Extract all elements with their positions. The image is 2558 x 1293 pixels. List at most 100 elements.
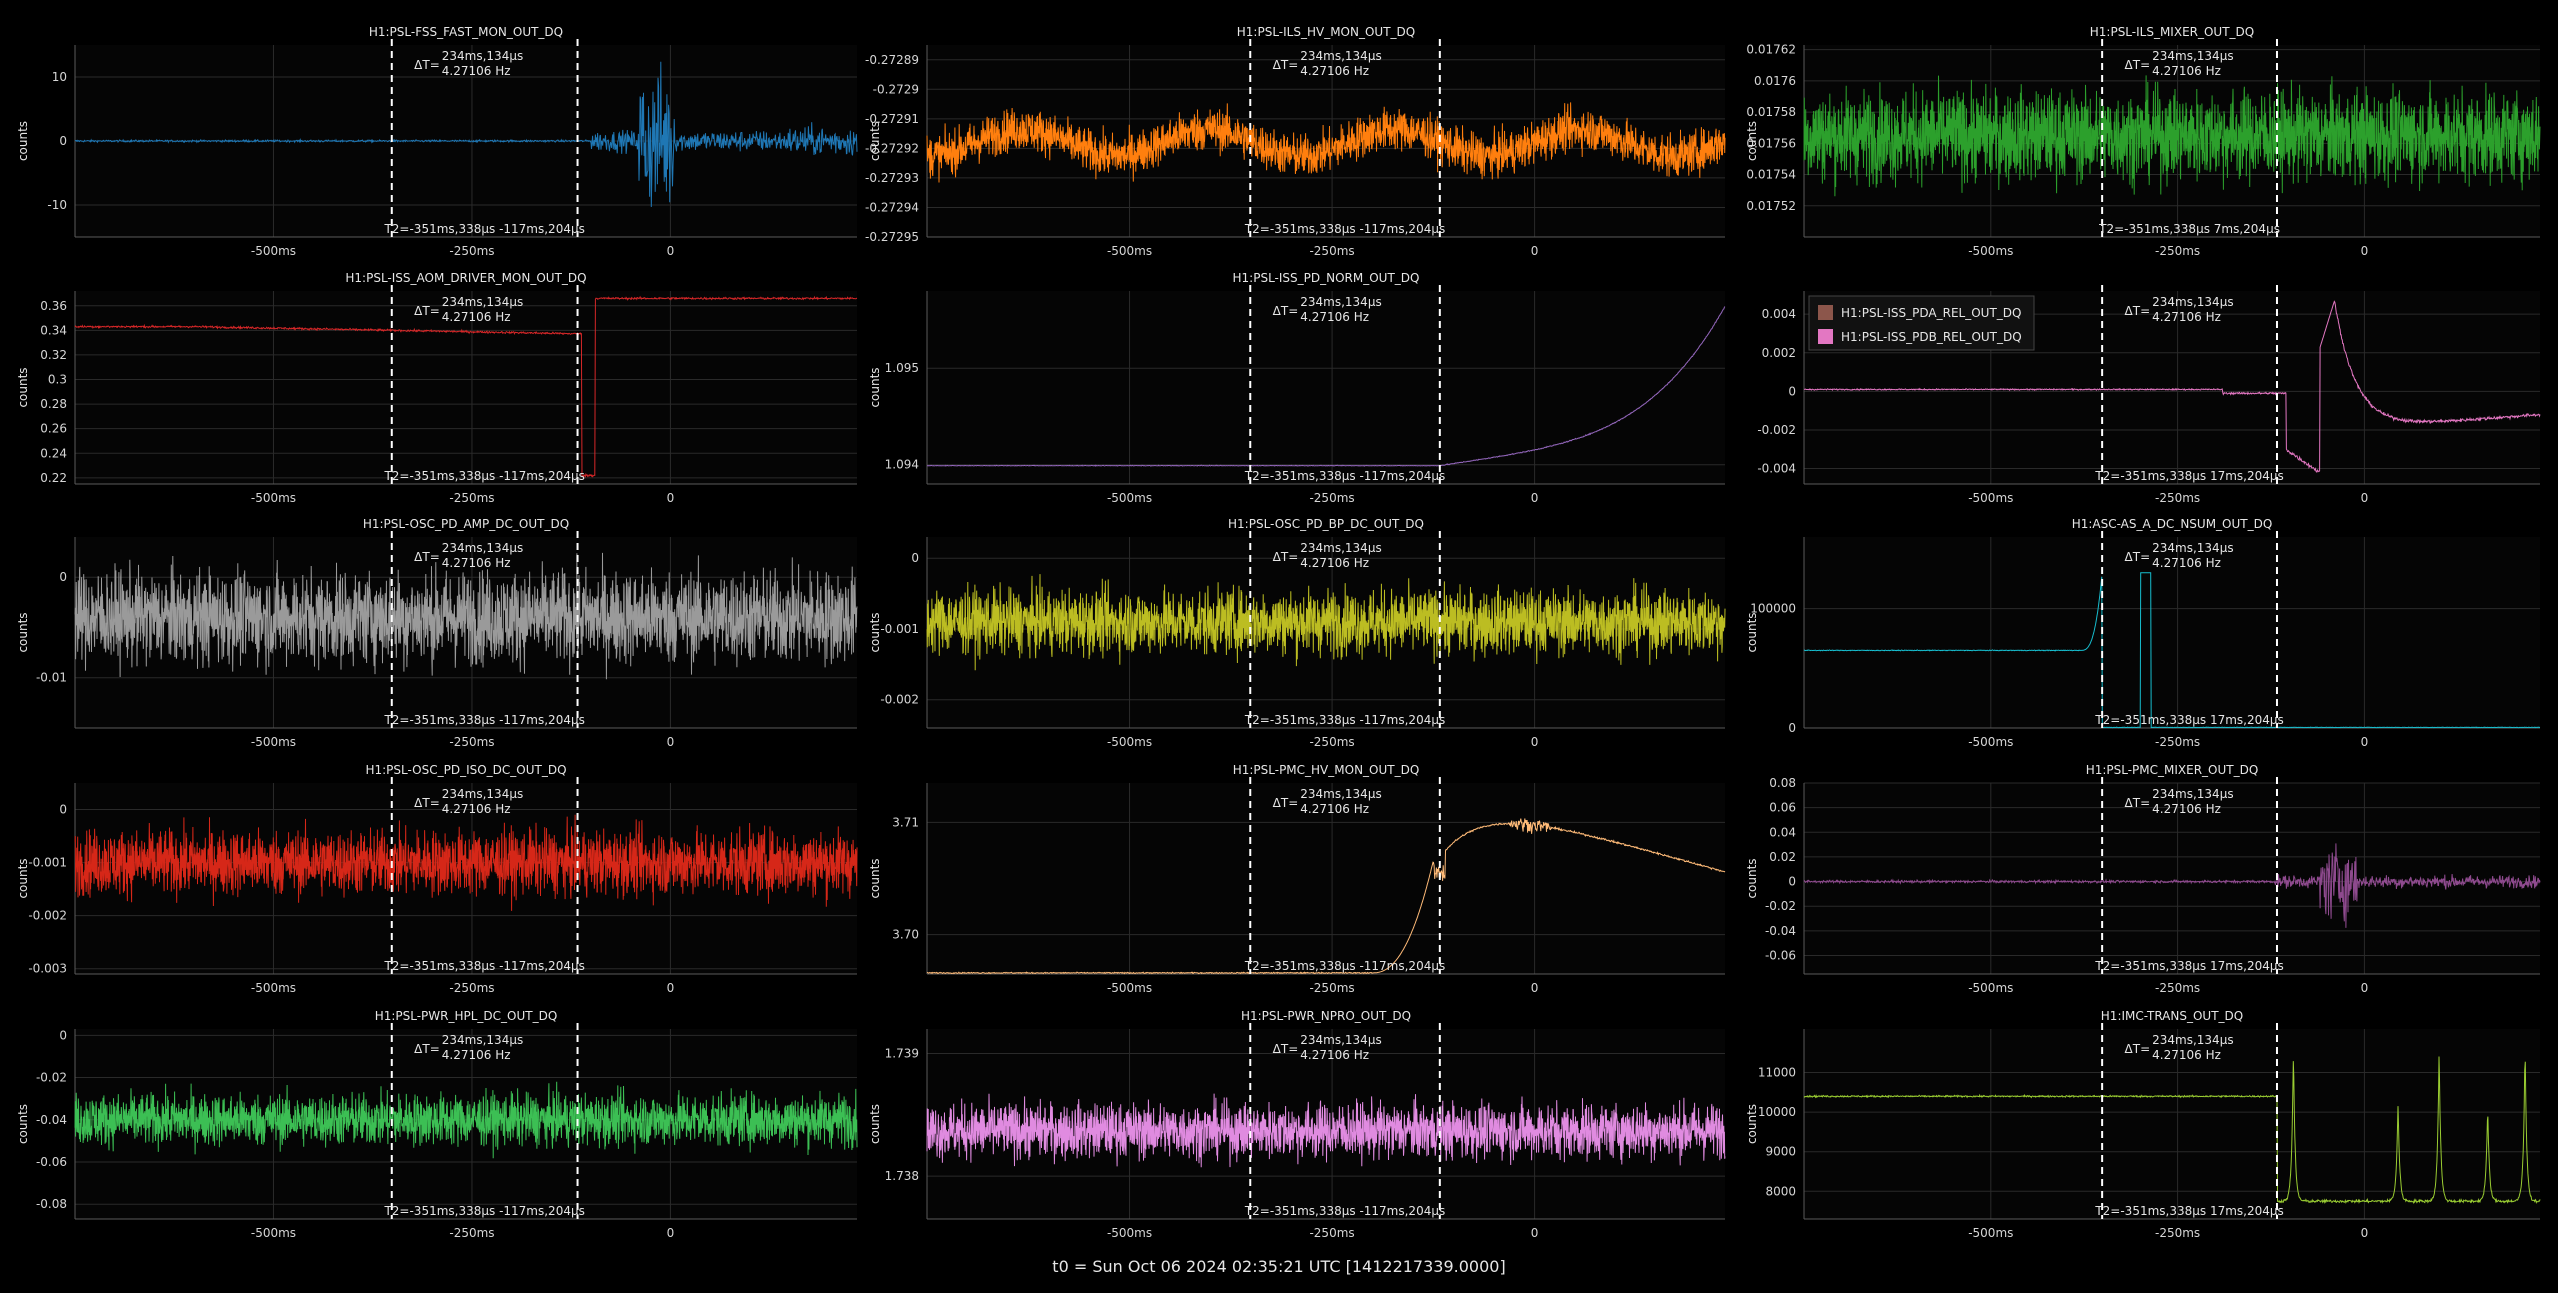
y-tick-label: 0: [59, 803, 67, 817]
chart-title: H1:PSL-FSS_FAST_MON_OUT_DQ: [369, 25, 563, 39]
x-tick-label: 0: [1531, 1226, 1539, 1240]
plot-area: [927, 783, 1725, 974]
legend-swatch: [1818, 305, 1833, 320]
y-tick-label: 1.739: [885, 1047, 919, 1061]
y-tick-label: 0.22: [40, 471, 67, 485]
x-tick-label: 0: [2361, 491, 2369, 505]
delta-t-label: ΔT=: [414, 1042, 440, 1056]
delta-t-value: 234ms,134µs: [442, 49, 523, 63]
y-tick-label: -0.02: [1765, 899, 1796, 913]
x-tick-label: -250ms: [1309, 491, 1354, 505]
y-axis-label: counts: [868, 121, 882, 161]
frequency-value: 4.27106 Hz: [442, 1048, 511, 1062]
y-tick-label: -10: [47, 198, 67, 212]
x-tick-label: -500ms: [251, 244, 296, 258]
y-axis-label: counts: [16, 1104, 30, 1144]
t0-footer: t0 = Sun Oct 06 2024 02:35:21 UTC [14122…: [1052, 1257, 1506, 1276]
cursor-t2-label: T2=-351ms,338µs 7ms,204µs: [2098, 222, 2280, 236]
frequency-value: 4.27106 Hz: [2152, 1048, 2221, 1062]
y-tick-label: 0: [1788, 721, 1796, 735]
y-tick-label: 0.01752: [1746, 199, 1796, 213]
cursor-t2-label: T2=-351ms,338µs -117ms,204µs: [1244, 469, 1445, 483]
y-tick-label: -0.004: [1757, 462, 1796, 476]
data-trace: [1803, 300, 2541, 473]
y-tick-label: -0.001: [28, 856, 67, 870]
chart-title: H1:PSL-ILS_HV_MON_OUT_DQ: [1237, 25, 1415, 39]
x-tick-label: 0: [2361, 244, 2369, 258]
cursor-t2-label: T2=-351ms,338µs -117ms,204µs: [1244, 1204, 1445, 1218]
x-tick-label: -250ms: [1309, 1226, 1354, 1240]
chart-panel-2: -500ms -250ms 0 -0.27289 -0.2729 -0.27291 -0.2…: [865, 25, 1726, 258]
x-tick-label: -250ms: [449, 244, 494, 258]
frequency-value: 4.27106 Hz: [1300, 556, 1369, 570]
data-trace: [1803, 572, 2541, 729]
x-tick-label: -500ms: [251, 1226, 296, 1240]
y-tick-label: 0.24: [40, 446, 67, 460]
plot-area: [1804, 537, 2540, 728]
x-tick-label: -250ms: [1309, 735, 1354, 749]
y-tick-label: 1.095: [885, 361, 919, 375]
chart-title: H1:PSL-PWR_NPRO_OUT_DQ: [1241, 1009, 1411, 1023]
y-tick-label: 11000: [1758, 1066, 1796, 1080]
delta-t-label: ΔT=: [414, 304, 440, 318]
y-tick-label: -0.002: [28, 909, 67, 923]
y-axis-label: counts: [868, 858, 882, 898]
y-tick-label: 0.3: [48, 373, 67, 387]
y-tick-label: -0.02: [36, 1071, 67, 1085]
y-tick-label: 0.0176: [1754, 74, 1796, 88]
legend-swatch: [1818, 329, 1833, 344]
y-tick-label: 0.01758: [1746, 105, 1796, 119]
x-tick-label: -250ms: [449, 981, 494, 995]
legend: H1:PSL-ISS_PDA_REL_OUT_DQ H1:PSL-ISS_PDB_…: [1808, 295, 2035, 351]
y-tick-label: 3.70: [892, 928, 919, 942]
chart-panel-8: -500ms -250ms 0 0 -0.001 -0.002 H1:PSL-OSC_PD_…: [868, 517, 1726, 749]
data-trace: [74, 295, 858, 479]
y-tick-label: 0.01756: [1746, 136, 1796, 150]
x-tick-label: -250ms: [2155, 491, 2200, 505]
y-tick-label: 0: [1788, 875, 1796, 889]
delta-t-label: ΔT=: [1273, 550, 1299, 564]
frequency-value: 4.27106 Hz: [1300, 802, 1369, 816]
frequency-value: 4.27106 Hz: [442, 64, 511, 78]
cursor-t2-label: T2=-351ms,338µs -117ms,204µs: [1244, 959, 1445, 973]
x-tick-label: -500ms: [251, 981, 296, 995]
cursor-t2-label: T2=-351ms,338µs -117ms,204µs: [1244, 222, 1445, 236]
cursor-t2-label: T2=-351ms,338µs 17ms,204µs: [2094, 713, 2283, 727]
y-tick-label: 0.01754: [1746, 168, 1796, 182]
y-tick-label: -0.27293: [865, 171, 919, 185]
y-axis-label: counts: [868, 1104, 882, 1144]
delta-t-value: 234ms,134µs: [2152, 295, 2233, 309]
delta-t-label: ΔT=: [414, 58, 440, 72]
data-trace: [926, 102, 1726, 183]
y-tick-label: 0.32: [40, 348, 67, 362]
data-trace: [1803, 843, 2541, 928]
x-tick-label: -250ms: [449, 735, 494, 749]
delta-t-value: 234ms,134µs: [442, 541, 523, 555]
frequency-value: 4.27106 Hz: [442, 310, 511, 324]
x-tick-label: -500ms: [251, 491, 296, 505]
delta-t-label: ΔT=: [2125, 304, 2151, 318]
y-tick-label: -0.003: [28, 962, 67, 976]
y-tick-label: -0.27292: [865, 141, 919, 155]
y-tick-label: 0: [59, 1028, 67, 1042]
delta-t-label: ΔT=: [2125, 58, 2151, 72]
data-trace: [74, 1081, 858, 1159]
x-tick-label: -250ms: [449, 491, 494, 505]
y-tick-label: 0.002: [1762, 346, 1796, 360]
chart-panel-14: -500ms -250ms 0 1.739 1.738 H1:PSL-PWR_NPRO_O…: [868, 1009, 1726, 1240]
chart-panel-11: -500ms -250ms 0 3.71 3.70 H1:PSL-PMC_HV_MON_O…: [868, 763, 1726, 995]
y-tick-label: -0.04: [1765, 924, 1796, 938]
chart-panel-5: -500ms -250ms 0 1.095 1.094 H1:PSL-ISS_PD_NOR…: [868, 271, 1726, 505]
data-trace: [74, 814, 858, 911]
frequency-value: 4.27106 Hz: [2152, 556, 2221, 570]
legend-box: [1808, 295, 2035, 351]
y-axis-label: counts: [1745, 1104, 1759, 1144]
y-tick-label: -0.27289: [865, 53, 919, 67]
plot-area: [75, 291, 857, 484]
chart-panel-3: -500ms -250ms 0 0.01762 0.0176 0.01758 0.01756…: [1745, 25, 2541, 258]
chart-title: H1:PSL-OSC_PD_BP_DC_OUT_DQ: [1228, 517, 1424, 531]
y-tick-label: -0.002: [880, 693, 919, 707]
chart-title: H1:PSL-ILS_MIXER_OUT_DQ: [2090, 25, 2254, 39]
delta-t-value: 234ms,134µs: [2152, 1033, 2233, 1047]
cursor-t2-label: T2=-351ms,338µs -117ms,204µs: [383, 959, 584, 973]
